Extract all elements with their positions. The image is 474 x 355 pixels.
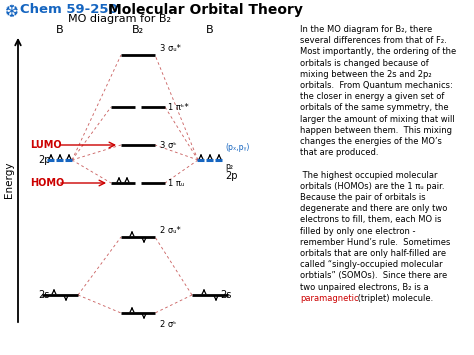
Text: several differences from that of F₂.: several differences from that of F₂. <box>300 36 447 45</box>
Text: 2 σᵤ*: 2 σᵤ* <box>160 226 181 235</box>
Text: LUMO: LUMO <box>30 140 62 150</box>
Text: B: B <box>206 25 214 35</box>
Text: remember Hund’s rule.  Sometimes: remember Hund’s rule. Sometimes <box>300 238 450 247</box>
Text: changes the energies of the MO’s: changes the energies of the MO’s <box>300 137 442 146</box>
Text: Molecular Orbital Theory: Molecular Orbital Theory <box>108 3 303 17</box>
Text: 3 σᵏ: 3 σᵏ <box>160 141 177 149</box>
Text: 2s: 2s <box>38 290 49 300</box>
Text: In the MO diagram for B₂, there: In the MO diagram for B₂, there <box>300 25 432 34</box>
Text: 2 σᵏ: 2 σᵏ <box>160 320 177 329</box>
Text: Most importantly, the ordering of the: Most importantly, the ordering of the <box>300 48 456 56</box>
Text: degenerate and there are only two: degenerate and there are only two <box>300 204 447 213</box>
Text: 2p: 2p <box>225 171 237 181</box>
Text: orbitals that are only half-filled are: orbitals that are only half-filled are <box>300 249 446 258</box>
Text: called “singly-occupied molecular: called “singly-occupied molecular <box>300 260 443 269</box>
Text: orbitals is changed because of: orbitals is changed because of <box>300 59 429 67</box>
Text: Because the pair of orbitals is: Because the pair of orbitals is <box>300 193 426 202</box>
Text: orbtials” (SOMOs).  Since there are: orbtials” (SOMOs). Since there are <box>300 272 447 280</box>
Text: HOMO: HOMO <box>30 178 64 188</box>
Text: Energy: Energy <box>4 162 14 198</box>
Text: orbitals (HOMOs) are the 1 πᵤ pair.: orbitals (HOMOs) are the 1 πᵤ pair. <box>300 182 445 191</box>
Text: that are produced.: that are produced. <box>300 148 379 157</box>
Text: larger the amount of mixing that will: larger the amount of mixing that will <box>300 115 455 124</box>
Text: paramagnetic: paramagnetic <box>300 294 359 303</box>
Text: electrons to fill, them, each MO is: electrons to fill, them, each MO is <box>300 215 441 224</box>
Text: MO diagram for B₂: MO diagram for B₂ <box>68 14 171 24</box>
Text: B₂: B₂ <box>132 25 144 35</box>
Text: orbitals.  From Quantum mechanics:: orbitals. From Quantum mechanics: <box>300 81 453 90</box>
Text: 3 σᵤ*: 3 σᵤ* <box>160 44 181 53</box>
Text: p₂: p₂ <box>225 162 233 171</box>
Text: B: B <box>56 25 64 35</box>
Text: (triplet) molecule.: (triplet) molecule. <box>355 294 433 303</box>
Text: orbitals of the same symmetry, the: orbitals of the same symmetry, the <box>300 103 448 113</box>
Text: ❆: ❆ <box>5 3 19 21</box>
Text: mixing between the 2s and 2p₂: mixing between the 2s and 2p₂ <box>300 70 432 79</box>
Text: 1 πᵤ: 1 πᵤ <box>168 179 184 187</box>
Text: filled by only one electron -: filled by only one electron - <box>300 226 416 236</box>
Text: the closer in energy a given set of: the closer in energy a given set of <box>300 92 444 101</box>
Text: 2p: 2p <box>38 155 51 165</box>
Text: The highest occupied molecular: The highest occupied molecular <box>300 171 438 180</box>
Text: 2s: 2s <box>220 290 232 300</box>
Text: (pₓ,pᵧ): (pₓ,pᵧ) <box>225 143 249 152</box>
Text: happen between them.  This mixing: happen between them. This mixing <box>300 126 452 135</box>
Text: two unpaired electrons, B₂ is a: two unpaired electrons, B₂ is a <box>300 283 428 291</box>
Text: Chem 59-250: Chem 59-250 <box>20 3 118 16</box>
Text: 1 πᵏ*: 1 πᵏ* <box>168 103 189 111</box>
